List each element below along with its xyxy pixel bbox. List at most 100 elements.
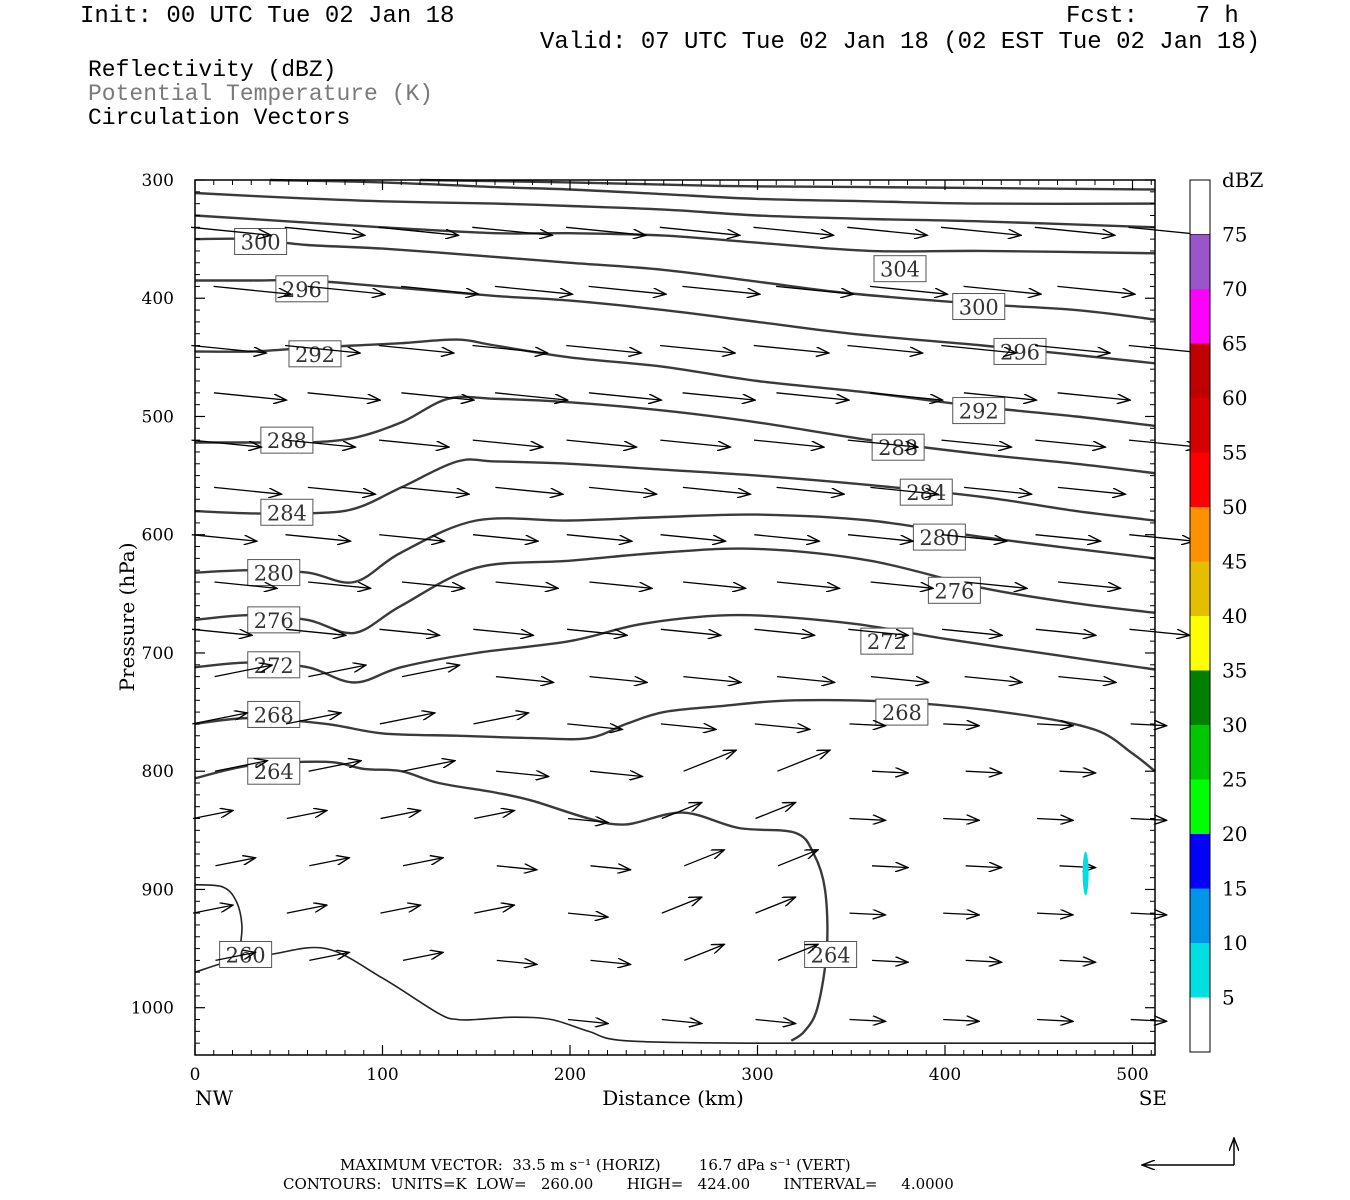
contour-label: 300 (952, 293, 1006, 321)
contour-label: 304 (873, 255, 927, 283)
circulation-vector (849, 724, 886, 726)
svg-text:264: 264 (254, 760, 294, 784)
circulation-vector (285, 439, 355, 447)
circulation-vector (1130, 1020, 1167, 1022)
circulation-vector (870, 486, 938, 494)
svg-text:292: 292 (959, 400, 999, 424)
svg-text:276: 276 (934, 579, 974, 603)
colorbar-tick-label: 55 (1222, 441, 1247, 465)
theta-contour-276 (194, 547, 1156, 635)
circulation-vector (401, 392, 474, 400)
colorbar-tick-label: 5 (1222, 986, 1235, 1010)
circulation-vector (495, 581, 558, 588)
contour-label: 264 (804, 940, 858, 968)
circulation-vector (660, 439, 730, 447)
circulation-vector (1035, 628, 1096, 635)
circulation-vector (589, 581, 652, 588)
theta-contour-308 (194, 191, 1156, 229)
circulation-vector (214, 665, 273, 678)
circulation-vector (849, 819, 886, 821)
circulation-vector (964, 581, 1027, 588)
theta-contour-260 (194, 883, 243, 949)
colorbar-tick-label: 70 (1222, 277, 1247, 301)
circulation-vector (589, 675, 648, 683)
circulation-vector (190, 226, 271, 235)
circulation-vector (565, 226, 646, 235)
reflectivity-echo (1082, 851, 1089, 896)
circulation-vector (1129, 534, 1194, 542)
circulation-vector (473, 628, 533, 635)
circulation-vector (214, 486, 282, 494)
circulation-vector (753, 439, 824, 447)
circulation-vector (309, 952, 349, 962)
y-tick-label: 900 (142, 880, 174, 900)
circulation-vector (682, 486, 751, 494)
circulation-vector (660, 534, 726, 542)
circulation-vector (378, 344, 454, 354)
circulation-vector (472, 534, 538, 542)
circulation-vector (213, 285, 292, 294)
contour-label: 280 (912, 523, 966, 551)
y-tick-label: 300 (142, 171, 174, 191)
circulation-vector (192, 713, 247, 725)
contour-label: 284 (260, 498, 314, 526)
y-tick-label: 500 (142, 407, 174, 427)
circulation-vector (683, 581, 746, 588)
contour-label: 296 (275, 275, 329, 303)
colorbar-bin (1190, 725, 1210, 780)
circulation-vector (870, 392, 943, 400)
circulation-vector (589, 486, 657, 494)
circulation-vector (307, 486, 376, 494)
svg-text:288: 288 (878, 436, 918, 460)
circulation-vector (1129, 628, 1190, 635)
svg-text:304: 304 (880, 258, 920, 282)
circulation-vector (567, 724, 622, 730)
circulation-vector (286, 905, 327, 914)
circulation-vector (871, 771, 908, 773)
theta-contour-272 (194, 613, 1156, 684)
reference-vector-icon (1142, 1138, 1234, 1165)
circulation-vector (659, 344, 735, 354)
circulation-vector (1036, 819, 1073, 821)
circulation-vector (285, 628, 346, 635)
circulation-vector (755, 803, 796, 820)
colorbar-tick-label: 75 (1222, 223, 1247, 247)
circulation-vector (495, 486, 563, 494)
circulation-vector (847, 226, 927, 235)
circulation-vector (379, 713, 435, 725)
colorbar-tick-label: 65 (1222, 332, 1247, 356)
colorbar-tick-label: 30 (1222, 713, 1247, 737)
x-tick-label: 500 (1116, 1065, 1148, 1085)
init-time: Init: 00 UTC Tue 02 Jan 18 (80, 3, 455, 30)
x-axis-title: Distance (km) (602, 1086, 744, 1110)
theta-contour-280 (194, 513, 1156, 584)
y-tick-label: 800 (142, 762, 174, 782)
circulation-vector (401, 285, 479, 294)
circulation-vector (402, 952, 443, 962)
circulation-vector (1059, 960, 1096, 962)
colorbar-cap-top (1189, 179, 1211, 235)
circulation-vector (589, 771, 643, 776)
circulation-vector (191, 534, 257, 542)
x-tick-label: 400 (929, 1065, 961, 1085)
circulation-vector (1036, 724, 1073, 726)
circulation-vector (847, 534, 913, 542)
contour-label: 284 (899, 478, 953, 506)
svg-text:300: 300 (959, 296, 999, 320)
circulation-vector (472, 344, 548, 354)
circulation-vector (567, 819, 608, 823)
x-tick-label: 100 (366, 1065, 398, 1085)
circulation-vector (566, 344, 641, 354)
colorbar-bin (1190, 289, 1210, 344)
colorbar-tick-label: 50 (1222, 495, 1247, 519)
colorbar-cap-bottom (1190, 997, 1210, 1052)
circulation-vector (941, 439, 1012, 447)
colorbar-bin (1190, 507, 1210, 562)
circulation-vector (1035, 439, 1105, 447)
circulation-vector (755, 1020, 796, 1024)
theta-contour-284 (194, 458, 1156, 522)
circulation-vector (943, 819, 979, 821)
y-tick-label: 600 (142, 526, 174, 546)
y-tick-label: 700 (142, 644, 174, 664)
x-right-end-label: SE (1139, 1086, 1167, 1110)
